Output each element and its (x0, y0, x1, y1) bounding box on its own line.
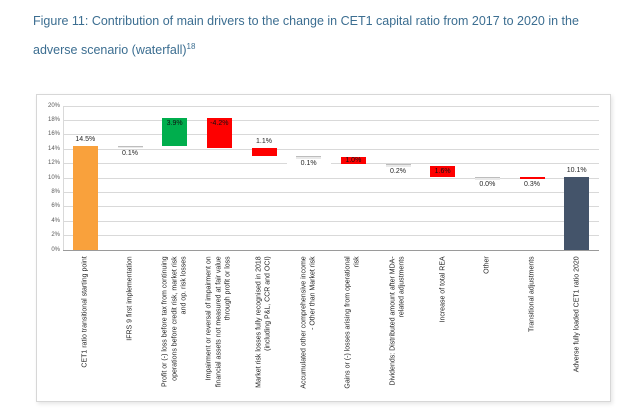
waterfall-bar (206, 118, 232, 149)
waterfall-bar (385, 164, 411, 167)
bar-value-label: 0.3% (510, 180, 554, 188)
figure-title: Figure 11: Contribution of main drivers … (33, 9, 611, 63)
waterfall-bar (162, 118, 188, 147)
category-label: CET1 ratio transitional starting point (81, 255, 89, 368)
gridline (63, 105, 599, 107)
figure-title-footnote-ref: 18 (186, 42, 196, 51)
bar-value-label: 1.1% (256, 138, 272, 146)
category-label: Other (483, 255, 491, 274)
bar-value-label: 0.1% (286, 160, 331, 168)
waterfall-bar (519, 177, 545, 180)
gridline (63, 134, 599, 136)
bar-value-label: 0.0% (465, 181, 510, 189)
y-axis-tick-label: 16% (47, 131, 60, 138)
y-axis-tick-label: 0% (51, 246, 60, 253)
y-axis-tick-label: 8% (51, 188, 60, 195)
gridline (63, 177, 599, 179)
waterfall-bar (117, 145, 143, 148)
gridline (63, 220, 599, 222)
y-axis-tick-label: 6% (51, 203, 60, 210)
category-label: Transitional adjustments (528, 255, 536, 332)
category-label: Profit or (-) loss before tax from conti… (161, 255, 188, 387)
gridline (63, 148, 599, 150)
waterfall-bar (340, 157, 366, 165)
category-label: Dividends: Distributed amount after MDA-… (389, 255, 406, 386)
bar-value-label: 3.9% (166, 119, 183, 127)
bar-value-label: 14.5% (75, 135, 96, 143)
gridline (63, 119, 599, 121)
bar-value-label: 1.6% (434, 167, 451, 175)
bar-value-label: 10.1% (566, 167, 587, 175)
y-axis-line (63, 106, 64, 250)
y-axis-tick-label: 10% (47, 174, 60, 181)
bar-value-label: 1.0% (345, 157, 362, 165)
bar-value-label: -4.2% (210, 119, 229, 127)
category-label: Market risk losses fully recognised in 2… (255, 255, 272, 388)
category-label: IFRS 9 first implementation (126, 255, 134, 341)
bar-value-label: 0.2% (376, 168, 420, 176)
plot-area: 0% 2% 4% 6% 8% 10% 12% 14% 16% 18% 20% 14.5% CET1 ra… (37, 95, 610, 401)
waterfall-bar (296, 156, 322, 159)
waterfall-bar (474, 177, 500, 180)
gridline (63, 191, 599, 193)
chart-panel: 0% 2% 4% 6% 8% 10% 12% 14% 16% 18% 20% 14.5% CET1 ra… (36, 94, 611, 402)
y-axis-tick-label: 2% (51, 232, 60, 239)
bar-value-label: 0.1% (108, 149, 152, 157)
figure-title-text: Figure 11: Contribution of main drivers … (33, 14, 579, 58)
gridline (63, 206, 599, 208)
y-axis-tick-label: 20% (47, 102, 60, 109)
x-axis-line (63, 249, 599, 251)
waterfall-bar (72, 145, 98, 250)
waterfall-bar (251, 148, 277, 157)
gridline (63, 163, 599, 165)
y-axis-tick-label: 12% (47, 160, 60, 167)
category-label: Adverse fully loaded CET1 ratio 2020 (572, 255, 580, 372)
category-label: Accumulated other comprehensive income -… (300, 255, 317, 389)
y-axis-tick-label: 14% (47, 145, 60, 152)
waterfall-bar (430, 165, 456, 178)
category-label: Impairment or reversal of impairment on … (206, 255, 233, 387)
y-axis-tick-label: 4% (51, 217, 60, 224)
waterfall-bar (564, 177, 590, 250)
category-label: Increase of total REA (438, 255, 446, 323)
category-label: Gains or (-) losses arising from operati… (344, 255, 362, 389)
gridline (63, 235, 599, 237)
y-axis-tick-label: 18% (47, 116, 60, 123)
